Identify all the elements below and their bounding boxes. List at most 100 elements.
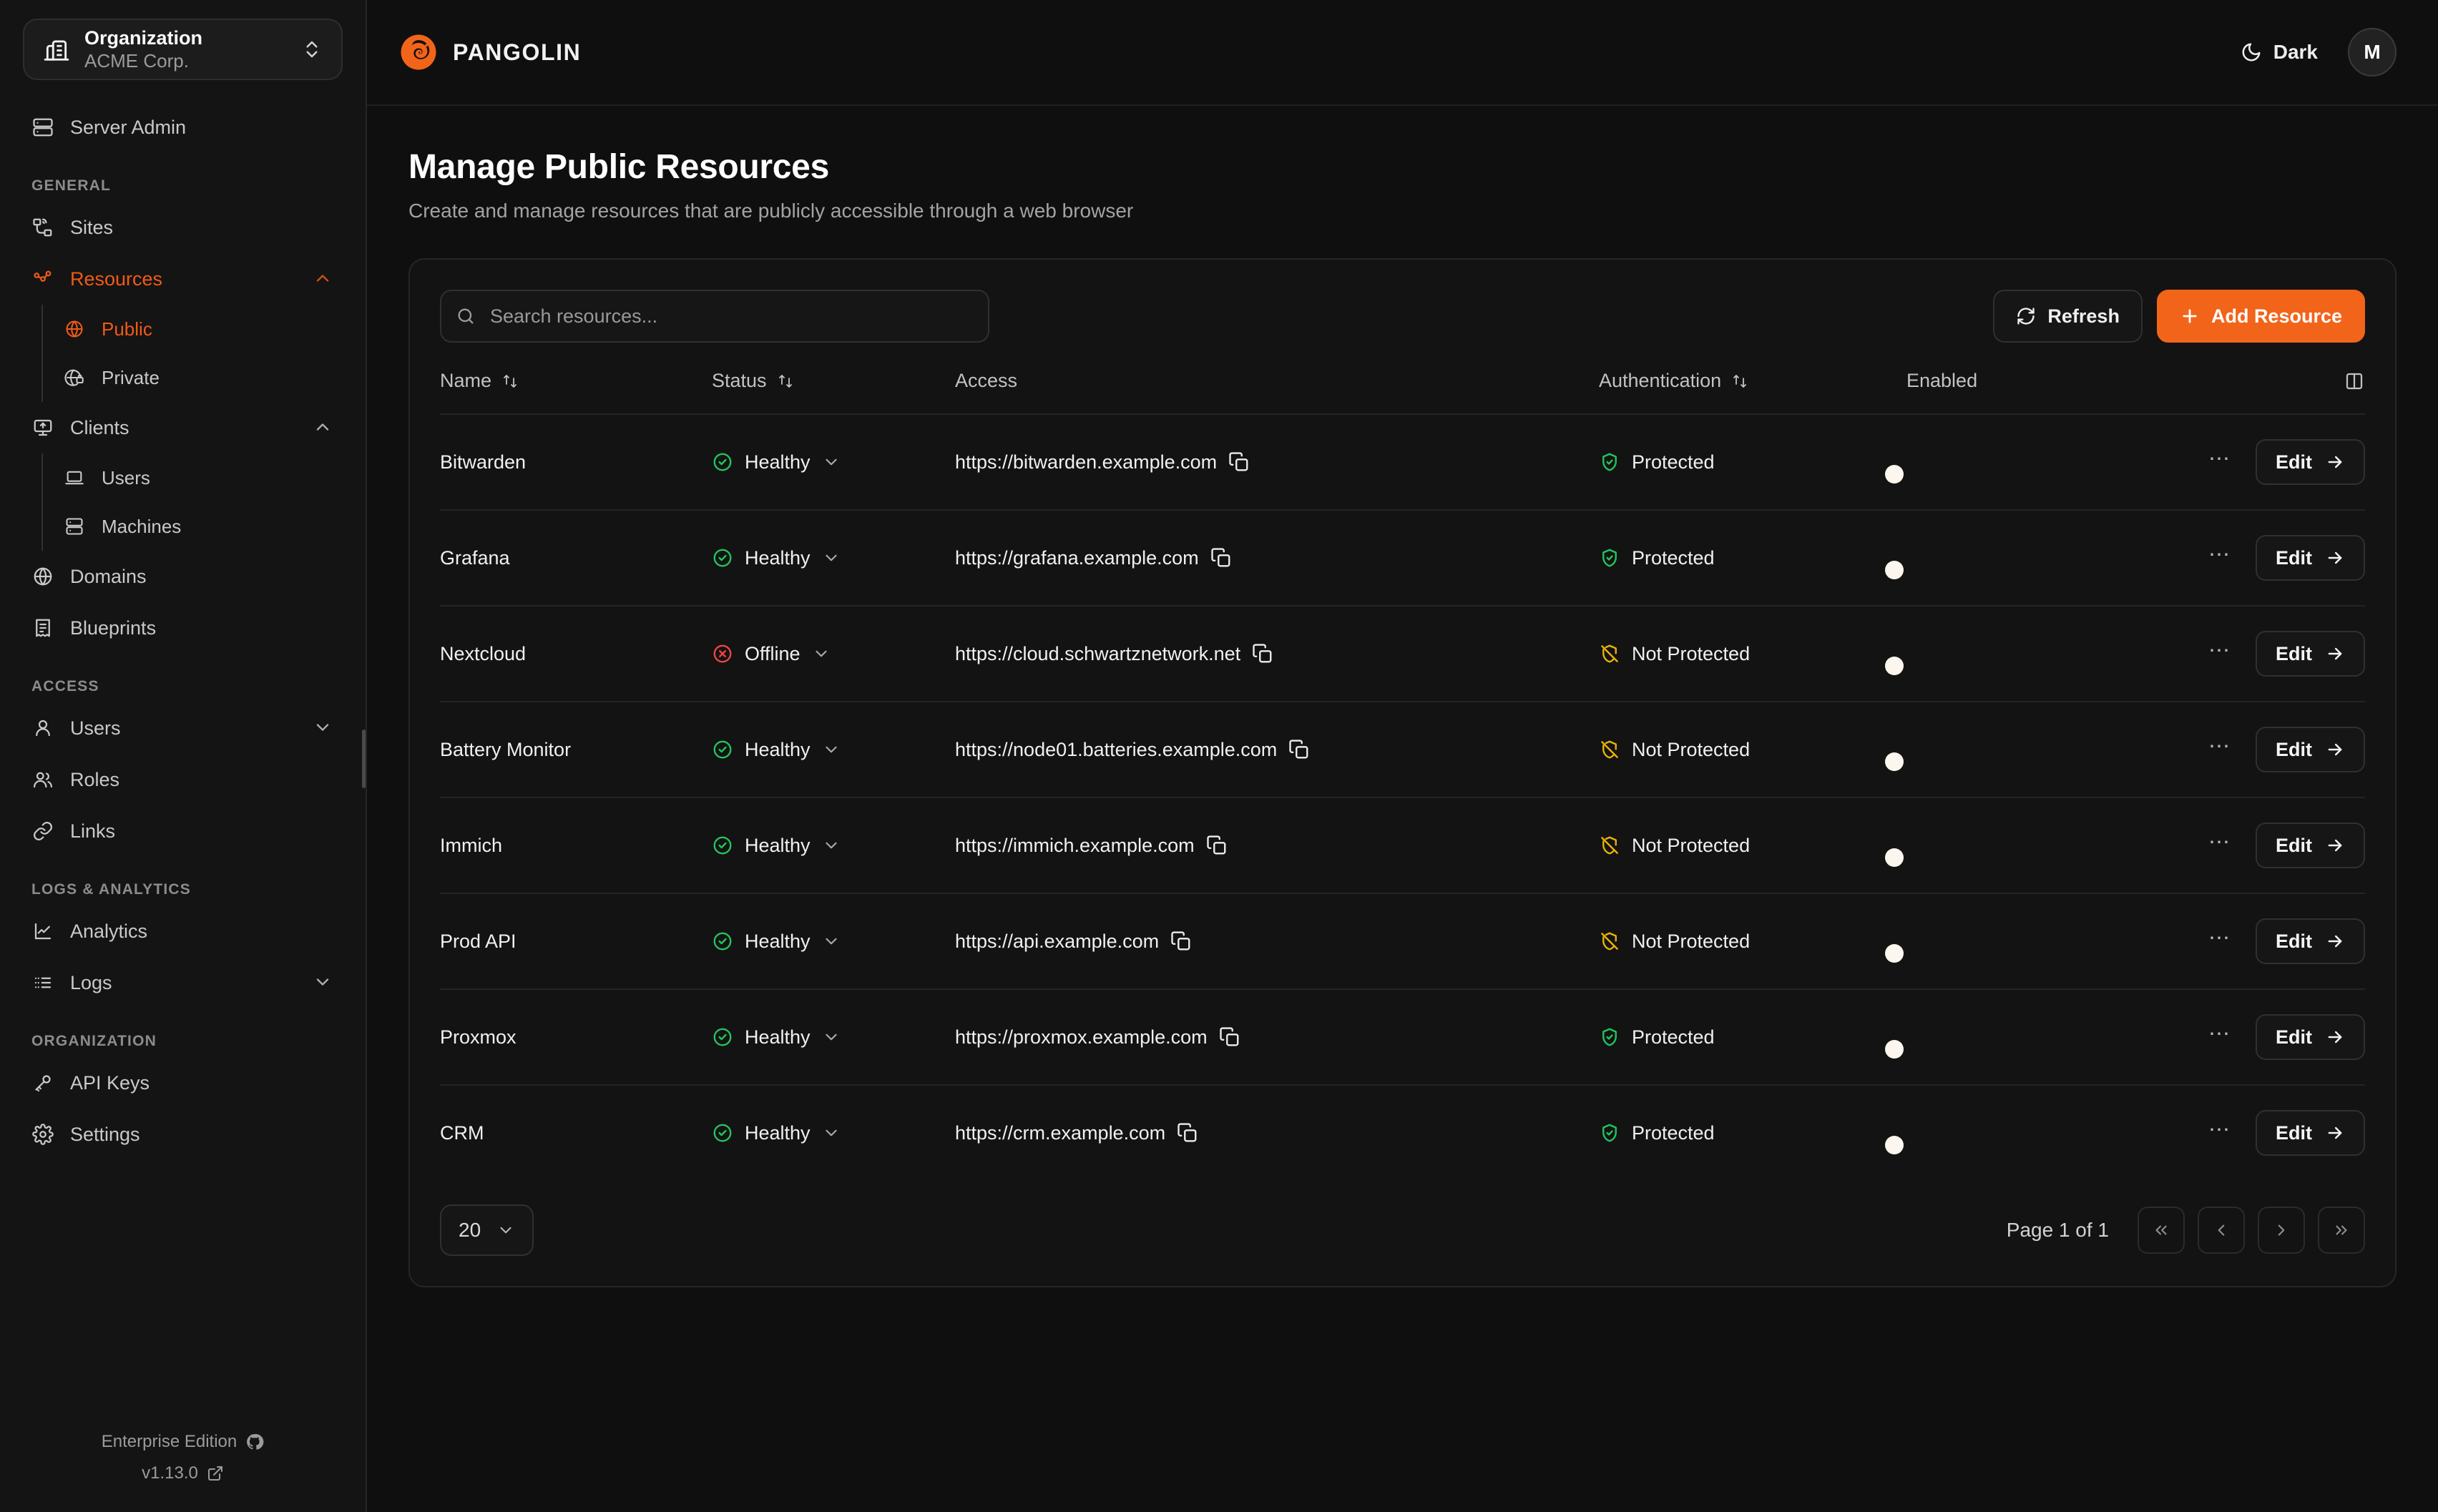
- sidebar-item-clients[interactable]: Clients: [23, 402, 343, 453]
- sidebar-item-resources[interactable]: Resources: [23, 253, 343, 305]
- edit-button[interactable]: Edit: [2256, 439, 2365, 485]
- chevron-down-icon[interactable]: [822, 549, 841, 567]
- sidebar-item-logs[interactable]: Logs: [23, 957, 343, 1008]
- sidebar-item-settings[interactable]: Settings: [23, 1109, 343, 1160]
- sidebar-item-roles[interactable]: Roles: [23, 754, 343, 805]
- sidebar-item-server-admin[interactable]: Server Admin: [23, 102, 343, 153]
- table-row[interactable]: Immich Healthy https://immich.example.com N…: [440, 797, 2365, 893]
- resource-url[interactable]: https://crm.example.com: [955, 1121, 1166, 1144]
- next-page-button[interactable]: [2258, 1207, 2305, 1254]
- add-resource-button[interactable]: Add Resource: [2156, 290, 2365, 343]
- row-menu-icon[interactable]: ⋯: [2208, 830, 2231, 854]
- cell-status[interactable]: Healthy: [712, 893, 955, 989]
- sidebar-item-domains[interactable]: Domains: [23, 551, 343, 602]
- sidebar-scrollbar[interactable]: [362, 730, 366, 788]
- copy-icon[interactable]: [1228, 451, 1250, 473]
- resource-url[interactable]: https://api.example.com: [955, 930, 1160, 952]
- copy-icon[interactable]: [1210, 547, 1232, 569]
- sidebar-item-machines[interactable]: Machines: [54, 502, 343, 551]
- copy-icon[interactable]: [1170, 931, 1192, 952]
- row-menu-icon[interactable]: ⋯: [2208, 639, 2231, 662]
- copy-icon[interactable]: [1177, 1122, 1198, 1144]
- sidebar-item-sites[interactable]: Sites: [23, 202, 343, 253]
- resource-url[interactable]: https://proxmox.example.com: [955, 1026, 1208, 1048]
- chevron-down-icon[interactable]: [822, 1124, 841, 1142]
- last-page-button[interactable]: [2318, 1207, 2365, 1254]
- first-page-button[interactable]: [2138, 1207, 2185, 1254]
- cell-status[interactable]: Healthy: [712, 509, 955, 606]
- theme-toggle[interactable]: Dark: [2241, 41, 2318, 64]
- column-header-status[interactable]: Status: [712, 370, 955, 414]
- org-switcher[interactable]: Organization ACME Corp.: [23, 19, 343, 80]
- copy-icon[interactable]: [1219, 1026, 1240, 1048]
- resource-url[interactable]: https://node01.batteries.example.com: [955, 738, 1278, 760]
- sidebar-item-public[interactable]: Public: [54, 305, 343, 353]
- search-input[interactable]: [440, 290, 989, 343]
- table-row[interactable]: Battery Monitor Healthy https://node01.bat…: [440, 701, 2365, 797]
- cell-access: https://proxmox.example.com: [955, 988, 1599, 1085]
- resource-url[interactable]: https://bitwarden.example.com: [955, 451, 1218, 473]
- edit-label: Edit: [2276, 834, 2312, 856]
- row-menu-icon[interactable]: ⋯: [2208, 926, 2231, 950]
- row-menu-icon[interactable]: ⋯: [2208, 735, 2231, 758]
- row-menu-icon[interactable]: ⋯: [2208, 447, 2231, 471]
- chevron-down-icon[interactable]: [822, 1028, 841, 1046]
- cell-status[interactable]: Healthy: [712, 701, 955, 797]
- row-menu-icon[interactable]: ⋯: [2208, 543, 2231, 566]
- chevron-down-icon[interactable]: [822, 740, 841, 759]
- cell-status[interactable]: Healthy: [712, 413, 955, 510]
- copy-icon[interactable]: [1288, 739, 1310, 760]
- copy-icon[interactable]: [1252, 643, 1273, 664]
- table-row[interactable]: CRM Healthy https://crm.example.com Protect…: [440, 1084, 2365, 1180]
- edit-button[interactable]: Edit: [2256, 727, 2365, 772]
- chevron-down-icon[interactable]: [822, 453, 841, 471]
- edit-button[interactable]: Edit: [2256, 918, 2365, 964]
- table-row[interactable]: Bitwarden Healthy https://bitwarden.exampl…: [440, 413, 2365, 510]
- cell-status[interactable]: Offline: [712, 605, 955, 702]
- table-row[interactable]: Proxmox Healthy https://proxmox.example.co…: [440, 988, 2365, 1085]
- sidebar-item-api-keys[interactable]: API Keys: [23, 1057, 343, 1109]
- table-row[interactable]: Grafana Healthy https://grafana.example.co…: [440, 509, 2365, 606]
- edit-button[interactable]: Edit: [2256, 1110, 2365, 1156]
- row-menu-icon[interactable]: ⋯: [2208, 1022, 2231, 1046]
- github-icon[interactable]: [245, 1433, 264, 1451]
- rows-per-page-select[interactable]: 20: [440, 1204, 534, 1256]
- resource-url[interactable]: https://immich.example.com: [955, 834, 1195, 856]
- table-row[interactable]: Nextcloud Offline https://cloud.schwartzne…: [440, 605, 2365, 702]
- sidebar-item-private[interactable]: Private: [54, 353, 343, 402]
- chevron-down-icon[interactable]: [822, 836, 841, 855]
- resource-url[interactable]: https://grafana.example.com: [955, 546, 1199, 569]
- edition-line[interactable]: Enterprise Edition: [23, 1432, 343, 1452]
- cell-status[interactable]: Healthy: [712, 988, 955, 1085]
- refresh-button[interactable]: Refresh: [1993, 290, 2143, 343]
- sidebar-item-blueprints[interactable]: Blueprints: [23, 602, 343, 654]
- sidebar-subnav-clients: Users Machines: [41, 453, 343, 551]
- column-header-name[interactable]: Name: [440, 370, 712, 414]
- table-row[interactable]: Prod API Healthy https://api.example.com No…: [440, 893, 2365, 989]
- cell-actions: ⋯ Edit: [2135, 797, 2365, 893]
- column-header-authentication[interactable]: Authentication: [1599, 370, 1906, 414]
- resource-url[interactable]: https://cloud.schwartznetwork.net: [955, 642, 1241, 664]
- cell-status[interactable]: Healthy: [712, 1084, 955, 1180]
- previous-page-button[interactable]: [2198, 1207, 2245, 1254]
- avatar[interactable]: M: [2348, 28, 2397, 77]
- sidebar-item-analytics[interactable]: Analytics: [23, 905, 343, 957]
- cell-status[interactable]: Healthy: [712, 797, 955, 893]
- edit-button[interactable]: Edit: [2256, 535, 2365, 581]
- sidebar-item-client-users[interactable]: Users: [54, 453, 343, 502]
- external-link-icon[interactable]: [207, 1465, 224, 1482]
- column-settings-icon[interactable]: [2344, 370, 2365, 392]
- edit-button[interactable]: Edit: [2256, 1014, 2365, 1060]
- row-menu-icon[interactable]: ⋯: [2208, 1118, 2231, 1142]
- copy-icon[interactable]: [1206, 835, 1228, 856]
- sidebar-item-label: Users: [102, 466, 150, 489]
- sidebar-item-links[interactable]: Links: [23, 805, 343, 857]
- version-line[interactable]: v1.13.0: [23, 1463, 343, 1483]
- edit-button[interactable]: Edit: [2256, 631, 2365, 677]
- chevron-down-icon[interactable]: [812, 644, 831, 663]
- chevron-down-icon[interactable]: [822, 932, 841, 951]
- brand[interactable]: PANGOLIN: [398, 32, 581, 72]
- edit-button[interactable]: Edit: [2256, 823, 2365, 868]
- sidebar-item-users[interactable]: Users: [23, 702, 343, 754]
